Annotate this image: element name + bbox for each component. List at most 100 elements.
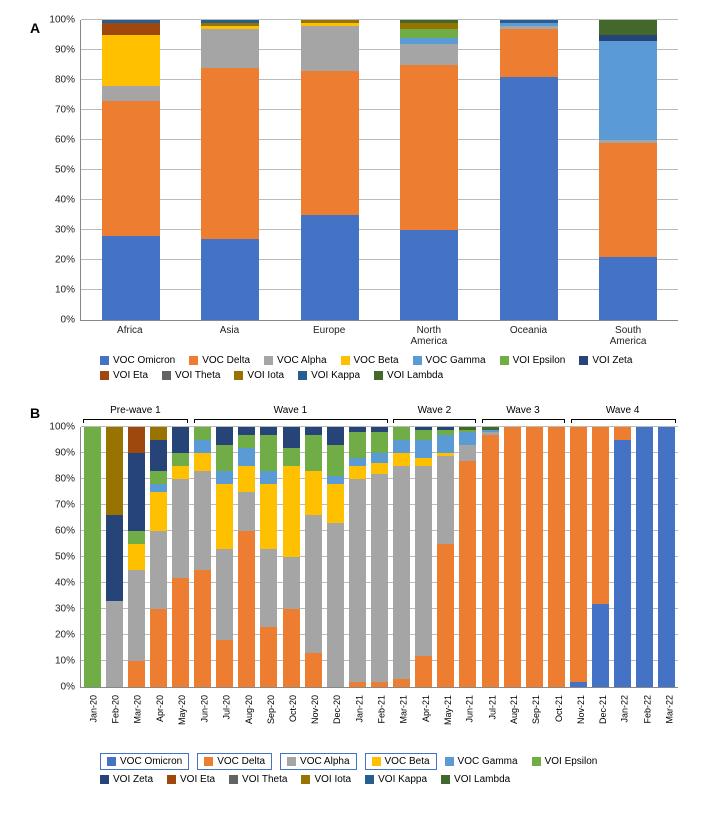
segment-voc_beta [194,453,211,471]
bars-container [81,20,678,320]
segment-voc_delta [194,570,211,687]
segment-voi_epsilon [194,427,211,440]
segment-voc_beta [305,471,322,515]
legend-label: VOI Eta [113,370,148,381]
legend-swatch [374,371,383,380]
x-label: Dec-21 [598,695,608,724]
legend-item-voi_lambda: VOI Lambda [374,370,443,381]
panel-a-label: A [30,20,40,36]
legend-label: VOI Epsilon [545,756,598,767]
x-label: Oceania [499,325,557,347]
legend-swatch [500,356,509,365]
bar-feb-21 [371,427,388,687]
segment-voi_zeta [260,427,277,435]
x-label: Nov-21 [576,695,586,724]
segment-voc_beta [150,492,167,531]
bar-jan-22 [614,427,631,687]
segment-voc_beta [415,458,432,466]
x-label: South America [599,325,657,347]
wave-label: Wave 1 [194,405,387,416]
bar-feb-22 [636,427,653,687]
segment-voc_delta [150,609,167,687]
segment-voi_zeta [106,515,123,601]
legend-item-voi_eta: VOI Eta [100,370,148,381]
segment-voi_zeta [305,427,322,435]
segment-voc_alpha [283,557,300,609]
legend-label: VOC Omicron [120,756,182,767]
segment-voc_beta [349,466,366,479]
wave-label: Wave 2 [393,405,475,416]
legend-label: VOI Theta [175,370,220,381]
segment-voc_delta [548,427,565,687]
wave-tick [387,419,388,423]
segment-voi_epsilon [238,435,255,448]
segment-voc_delta [437,544,454,687]
bar-aug-21 [504,427,521,687]
legend-swatch [341,356,350,365]
wave-line [393,419,475,420]
segment-voc_omicron [301,215,359,320]
segment-voc_omicron [614,440,631,687]
segment-voi_eta [102,23,160,35]
segment-voc_alpha [106,601,123,687]
segment-voc_alpha [459,445,476,461]
legend-item-voi_lambda: VOI Lambda [441,774,510,785]
legend-swatch [372,757,381,766]
y-tick: 20% [55,255,75,266]
segment-voc_omicron [500,77,558,320]
segment-voi_zeta [327,427,344,445]
y-tick: 100% [49,422,75,433]
segment-voc_alpha [216,549,233,640]
segment-voc_beta [260,484,277,549]
segment-voc_delta [415,656,432,687]
legend-swatch [204,757,213,766]
legend-item-voi_kappa: VOI Kappa [298,370,360,381]
legend-item-voc_omicron: VOC Omicron [100,355,175,366]
legend-item-voc_gamma: VOC Gamma [445,753,518,770]
panel-a: A Proportion of the sequence 0%10%20%30%… [10,20,698,385]
segment-voc_omicron [570,682,587,687]
bar-apr-21 [415,427,432,687]
segment-voc_alpha [349,479,366,682]
legend-swatch [413,356,422,365]
wave-tick [571,419,572,423]
legend-item-voi_epsilon: VOI Epsilon [532,753,598,770]
wave-tick [393,419,394,423]
bar-asia [201,20,259,320]
legend-label: VOI Epsilon [513,355,566,366]
legend-item-voc_delta: VOC Delta [189,355,250,366]
wave-line [571,419,675,420]
segment-voc_delta [393,679,410,687]
y-tick: 40% [55,195,75,206]
bar-sep-21 [526,427,543,687]
bar-jan-21 [349,427,366,687]
bar-jun-20 [194,427,211,687]
segment-voi_zeta [128,453,145,531]
legend-item-voi_kappa: VOI Kappa [365,774,427,785]
legend-label: VOI Iota [247,370,284,381]
bar-europe [301,20,359,320]
segment-voc_alpha [371,474,388,682]
segment-voi_zeta [283,427,300,448]
legend-label: VOI Kappa [378,774,427,785]
segment-voi_epsilon [349,432,366,458]
legend-label: VOC Beta [354,355,399,366]
plot [80,20,678,321]
y-tick: 80% [55,474,75,485]
wave-label: Wave 3 [482,405,564,416]
wave-tick [482,419,483,423]
legend-item-voc_gamma: VOC Gamma [413,355,486,366]
legend-item-voc_omicron: VOC Omicron [100,753,189,770]
segment-voc_alpha [437,456,454,544]
segment-voi_epsilon [216,445,233,471]
wave-line [83,419,187,420]
legend-label: VOC Gamma [458,756,518,767]
y-tick: 0% [61,315,75,326]
legend-swatch [365,775,374,784]
y-tick: 50% [55,552,75,563]
segment-voc_gamma [194,440,211,453]
segment-voi_epsilon [128,531,145,544]
legend-label: VOI Lambda [387,370,443,381]
segment-voc_delta [504,427,521,687]
segment-voc_delta [400,65,458,230]
